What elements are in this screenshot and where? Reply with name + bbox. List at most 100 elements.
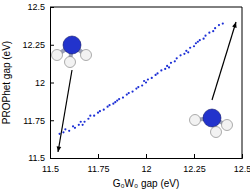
molecule bbox=[52, 36, 92, 68]
tick-mark bbox=[98, 154, 99, 158]
point bbox=[83, 121, 85, 123]
frame bbox=[50, 7, 242, 8]
point bbox=[218, 24, 220, 26]
tick-mark bbox=[50, 7, 54, 8]
hydrogen bbox=[81, 50, 92, 61]
point bbox=[208, 32, 210, 34]
point bbox=[141, 84, 143, 86]
arrow-head bbox=[57, 146, 62, 152]
point bbox=[197, 41, 199, 43]
point bbox=[170, 62, 172, 64]
point bbox=[93, 115, 95, 117]
frame bbox=[242, 7, 243, 158]
tick: 12 bbox=[35, 78, 54, 88]
point bbox=[185, 50, 187, 52]
hydrogen bbox=[52, 50, 63, 61]
arrow bbox=[58, 70, 72, 152]
point bbox=[204, 35, 206, 37]
point bbox=[151, 77, 153, 79]
y-axis: 11.5 11.75 12 12.25 12.5 bbox=[22, 2, 54, 163]
arrow-head bbox=[232, 22, 236, 28]
point bbox=[108, 104, 110, 106]
tick: 11.75 bbox=[23, 116, 54, 126]
point bbox=[87, 118, 89, 120]
point bbox=[68, 130, 70, 132]
tick: 12.25 bbox=[22, 40, 54, 50]
tick-label: 12.5 bbox=[27, 2, 45, 12]
tick-label: 12 bbox=[141, 164, 151, 174]
point bbox=[103, 109, 105, 111]
arrow bbox=[212, 22, 236, 100]
point bbox=[189, 47, 191, 49]
point bbox=[122, 97, 124, 99]
point bbox=[64, 128, 66, 130]
hydrogen bbox=[65, 57, 76, 68]
tick-label: 12.25 bbox=[183, 164, 206, 174]
point bbox=[187, 51, 189, 53]
point bbox=[137, 86, 139, 88]
tick-label: 11.5 bbox=[42, 164, 59, 174]
point bbox=[114, 101, 116, 103]
y-axis-title: PROPhet gap (eV) bbox=[1, 41, 12, 124]
hydrogen bbox=[222, 120, 233, 131]
point bbox=[156, 72, 158, 74]
point bbox=[166, 65, 168, 67]
tick-mark bbox=[50, 83, 54, 84]
point bbox=[164, 68, 166, 70]
point bbox=[145, 81, 147, 83]
tick-label: 12 bbox=[35, 78, 45, 88]
tick-mark bbox=[50, 120, 54, 121]
tick: 12.5 bbox=[234, 154, 250, 174]
point bbox=[118, 98, 120, 100]
point bbox=[199, 39, 201, 41]
point bbox=[131, 90, 133, 92]
point bbox=[116, 100, 118, 102]
hydrogen bbox=[190, 115, 201, 126]
point bbox=[160, 69, 162, 71]
point bbox=[89, 115, 91, 117]
tick: 11.75 bbox=[88, 154, 110, 174]
point bbox=[112, 103, 114, 105]
point bbox=[82, 124, 84, 126]
molecule bbox=[190, 109, 233, 138]
tick-mark bbox=[194, 154, 195, 158]
point bbox=[222, 23, 224, 25]
point bbox=[128, 92, 130, 94]
point bbox=[62, 131, 64, 133]
point bbox=[212, 30, 214, 32]
point bbox=[179, 54, 181, 56]
chart: 11.5 11.75 12 12.25 12.5 11.5 11.75 12 12.25 12.5… bbox=[0, 0, 250, 191]
point bbox=[80, 121, 82, 123]
point bbox=[193, 45, 195, 47]
point bbox=[147, 78, 149, 80]
points bbox=[59, 23, 224, 135]
tick-mark bbox=[146, 154, 147, 158]
nitrogen bbox=[63, 36, 81, 54]
axis-line bbox=[51, 8, 55, 159]
hydrogen bbox=[211, 127, 222, 138]
tick: 12.25 bbox=[183, 154, 206, 174]
tick-mark bbox=[50, 45, 54, 46]
point bbox=[99, 110, 101, 112]
tick: 11.5 bbox=[28, 153, 54, 163]
axis-line bbox=[51, 154, 243, 159]
point bbox=[143, 80, 145, 82]
tick-label: 11.5 bbox=[28, 153, 45, 163]
tick-label: 11.75 bbox=[88, 164, 110, 174]
point bbox=[183, 53, 185, 55]
point bbox=[176, 57, 178, 59]
nitrogen bbox=[203, 109, 221, 127]
x-axis: 11.5 11.75 12 12.25 12.5 bbox=[42, 154, 250, 174]
point bbox=[195, 42, 197, 44]
tick-label: 12.25 bbox=[22, 40, 45, 50]
tick: 12.5 bbox=[27, 2, 54, 12]
point bbox=[135, 87, 137, 89]
tick-label: 11.75 bbox=[23, 116, 45, 126]
x-axis-title: G₀W₀ gap (eV) bbox=[113, 178, 180, 189]
point bbox=[78, 124, 80, 126]
point bbox=[74, 127, 76, 129]
point bbox=[97, 112, 99, 114]
point bbox=[72, 125, 74, 127]
point bbox=[168, 66, 170, 68]
point bbox=[155, 74, 157, 76]
